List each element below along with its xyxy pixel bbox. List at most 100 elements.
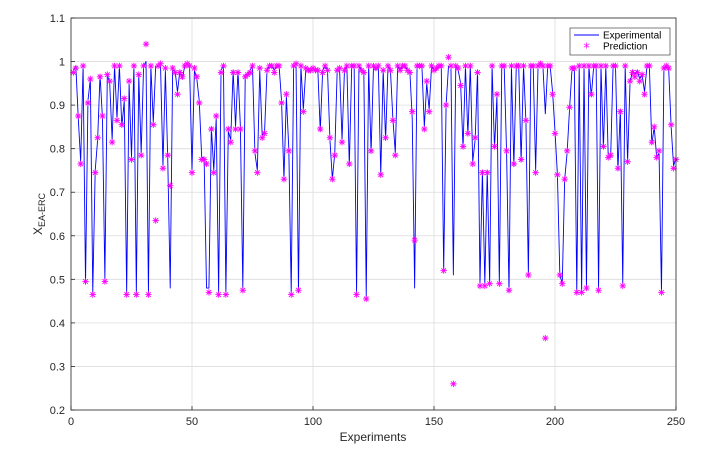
prediction-point bbox=[367, 147, 375, 155]
prediction-point bbox=[600, 143, 607, 150]
x-tick-label: 150 bbox=[425, 416, 443, 428]
prediction-point bbox=[379, 67, 387, 74]
prediction-point bbox=[602, 62, 610, 70]
prediction-point bbox=[556, 271, 564, 279]
legend-experimental-label: Experimental bbox=[603, 31, 661, 42]
prediction-point bbox=[237, 125, 244, 133]
prediction-point bbox=[520, 62, 527, 70]
x-axis-label: Experiments bbox=[340, 430, 407, 444]
prediction-point bbox=[421, 125, 428, 133]
prediction-point bbox=[355, 62, 363, 70]
prediction-point bbox=[401, 62, 409, 70]
prediction-point bbox=[331, 152, 338, 159]
prediction-point bbox=[336, 64, 343, 72]
prediction-point bbox=[471, 134, 479, 141]
prediction-point bbox=[159, 165, 167, 172]
prediction-point bbox=[554, 171, 561, 178]
prediction-point bbox=[467, 62, 474, 70]
x-tick-label: 250 bbox=[667, 416, 685, 428]
prediction-point bbox=[123, 291, 130, 298]
prediction-series bbox=[70, 40, 680, 388]
prediction-point bbox=[510, 160, 518, 168]
prediction-point bbox=[382, 134, 389, 141]
prediction-point bbox=[72, 64, 80, 72]
prediction-point bbox=[612, 62, 619, 70]
prediction-point bbox=[140, 62, 147, 70]
y-tick-label: 0.8 bbox=[50, 144, 65, 156]
prediction-point bbox=[222, 291, 230, 298]
prediction-point bbox=[646, 62, 653, 70]
prediction-point bbox=[428, 62, 435, 70]
prediction-point bbox=[549, 91, 556, 98]
legend-prediction-label: Prediction bbox=[603, 42, 647, 53]
prediction-point bbox=[256, 64, 263, 72]
prediction-point bbox=[227, 138, 234, 146]
prediction-point bbox=[174, 91, 181, 98]
prediction-point bbox=[99, 112, 106, 120]
prediction-point bbox=[232, 125, 239, 133]
prediction-point bbox=[595, 287, 602, 294]
prediction-point bbox=[200, 156, 208, 163]
plot-area bbox=[71, 18, 676, 410]
y-tick-label: 0.3 bbox=[50, 361, 65, 373]
prediction-point bbox=[283, 91, 290, 98]
prediction-point bbox=[530, 62, 537, 70]
prediction-point bbox=[653, 154, 660, 161]
prediction-point bbox=[147, 62, 155, 70]
prediction-point bbox=[638, 71, 646, 78]
prediction-point bbox=[280, 175, 288, 183]
prediction-point bbox=[297, 62, 305, 70]
prediction-point bbox=[113, 117, 121, 124]
prediction-point bbox=[116, 62, 123, 70]
prediction-point bbox=[614, 165, 622, 172]
prediction-point bbox=[179, 73, 186, 80]
prediction-point bbox=[254, 169, 261, 176]
prediction-point bbox=[157, 60, 164, 67]
prediction-point bbox=[239, 287, 247, 294]
prediction-point bbox=[634, 69, 641, 76]
prediction-point bbox=[546, 62, 554, 70]
prediction-point bbox=[438, 62, 445, 70]
prediction-point bbox=[89, 291, 96, 298]
prediction-point bbox=[592, 62, 600, 70]
prediction-point bbox=[317, 125, 324, 133]
prediction-point bbox=[101, 278, 109, 285]
prediction-point bbox=[295, 287, 302, 294]
prediction-point bbox=[108, 138, 116, 146]
prediction-point bbox=[377, 171, 384, 178]
prediction-point bbox=[324, 67, 331, 74]
prediction-point bbox=[517, 156, 525, 163]
prediction-point bbox=[150, 121, 157, 128]
prediction-point bbox=[423, 77, 430, 85]
prediction-point bbox=[447, 62, 455, 70]
prediction-point bbox=[387, 67, 394, 74]
prediction-point bbox=[162, 64, 169, 72]
prediction-point bbox=[261, 130, 268, 137]
prediction-point bbox=[583, 284, 590, 292]
y-tick-label: 0.7 bbox=[50, 187, 65, 199]
prediction-point bbox=[300, 108, 307, 115]
prediction-point bbox=[314, 67, 322, 74]
y-axis-label-sub: EA-ERC bbox=[37, 192, 47, 227]
prediction-point bbox=[75, 112, 82, 120]
prediction-point bbox=[210, 169, 217, 176]
prediction-point bbox=[77, 160, 84, 168]
prediction-point bbox=[341, 67, 348, 74]
prediction-point bbox=[215, 291, 222, 298]
prediction-point bbox=[561, 175, 568, 183]
prediction-point bbox=[551, 130, 559, 137]
prediction-point bbox=[389, 117, 397, 124]
legend: Experimental * Prediction bbox=[569, 27, 671, 57]
prediction-point bbox=[271, 69, 278, 76]
prediction-point bbox=[285, 147, 292, 155]
prediction-point bbox=[406, 69, 413, 76]
prediction-point bbox=[462, 62, 469, 70]
prediction-point bbox=[566, 104, 573, 111]
prediction-point bbox=[500, 62, 508, 70]
prediction-point bbox=[225, 125, 232, 133]
prediction-point bbox=[365, 62, 372, 70]
prediction-point bbox=[145, 291, 152, 298]
prediction-point bbox=[496, 280, 503, 287]
prediction-point bbox=[655, 147, 663, 155]
prediction-point bbox=[578, 289, 585, 296]
